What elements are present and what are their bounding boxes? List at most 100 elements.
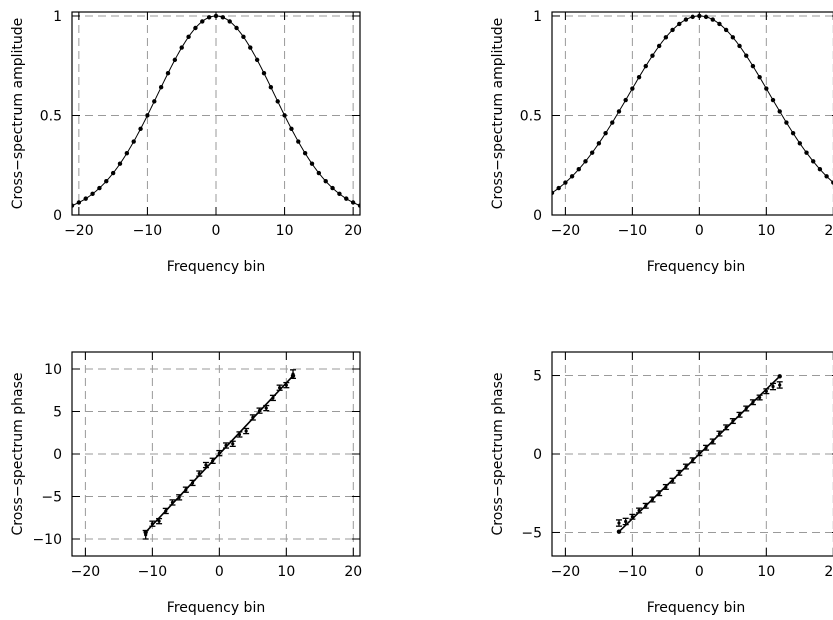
x-tick-label: 0 bbox=[215, 564, 224, 580]
data-point bbox=[83, 196, 88, 201]
fit-line-endpoint bbox=[616, 529, 622, 534]
data-point bbox=[296, 139, 301, 144]
y-tick-label: −5 bbox=[521, 525, 542, 541]
y-tick-label: 1 bbox=[53, 9, 62, 25]
data-point bbox=[603, 130, 608, 136]
data-point bbox=[777, 109, 782, 114]
data-point bbox=[723, 27, 729, 33]
error-bar-point bbox=[243, 427, 250, 435]
x-axis-label: Frequency bin bbox=[167, 259, 265, 275]
error-bar-point bbox=[636, 507, 643, 514]
data-point bbox=[683, 17, 689, 22]
error-bar-point bbox=[216, 449, 223, 457]
error-bar-point bbox=[169, 499, 176, 506]
data-point bbox=[186, 34, 191, 40]
data-point bbox=[824, 174, 829, 179]
data-point bbox=[563, 180, 568, 185]
error-bar-point bbox=[763, 388, 770, 395]
data-point bbox=[158, 84, 164, 90]
data-point bbox=[289, 126, 294, 132]
plot-frame bbox=[551, 11, 833, 216]
error-bar-point bbox=[716, 430, 723, 437]
data-point bbox=[784, 120, 789, 125]
error-bar-point bbox=[202, 461, 209, 469]
y-tick-label: 0 bbox=[533, 447, 542, 463]
data-point bbox=[589, 150, 595, 155]
data-point bbox=[316, 170, 322, 176]
data-point bbox=[710, 17, 715, 22]
y-tick-label: 0.5 bbox=[520, 108, 542, 124]
data-point bbox=[254, 57, 260, 63]
error-bar-point bbox=[156, 517, 163, 525]
data-point bbox=[610, 120, 615, 125]
data-point bbox=[124, 151, 130, 156]
error-bar-point bbox=[629, 513, 636, 520]
x-tick-label: −10 bbox=[618, 223, 648, 239]
data-point bbox=[690, 14, 695, 20]
data-point bbox=[261, 71, 267, 76]
data-point bbox=[770, 97, 776, 103]
data-point bbox=[703, 14, 709, 20]
x-tick-label: −20 bbox=[64, 223, 94, 239]
y-tick-label: 0 bbox=[53, 208, 62, 224]
data-point bbox=[138, 126, 143, 132]
error-bar-point bbox=[142, 529, 149, 540]
data-point bbox=[569, 174, 575, 179]
y-tick-label: 1 bbox=[533, 9, 542, 25]
data-point bbox=[630, 86, 635, 91]
x-tick-label: 10 bbox=[276, 223, 294, 239]
error-bar-point bbox=[703, 444, 710, 451]
data-point bbox=[757, 74, 762, 80]
error-bar-point bbox=[229, 440, 236, 448]
error-bar-point bbox=[622, 517, 629, 526]
y-tick-label: 0.5 bbox=[40, 108, 62, 124]
data-point bbox=[90, 191, 95, 197]
error-bar-point bbox=[689, 457, 696, 464]
data-point bbox=[110, 170, 116, 176]
panel-bottom-left: −20 −10 0 10 20 −10 −5 0 5 10 Frequency bin Cross−s… bbox=[10, 351, 362, 616]
error-bar-point bbox=[249, 414, 256, 421]
data-point bbox=[302, 151, 308, 156]
error-bar-point bbox=[682, 463, 689, 470]
data-point bbox=[323, 178, 328, 184]
y-axis-label: Cross−spectrum phase bbox=[10, 372, 26, 535]
panel-top-right: −20 −10 0 10 20 0 0.5 1 Frequency bin Cross−spect… bbox=[490, 9, 833, 275]
x-tick-label: 10 bbox=[757, 223, 775, 239]
data-point bbox=[275, 99, 280, 104]
error-bar-point bbox=[223, 442, 230, 449]
error-bar-point bbox=[182, 486, 189, 493]
data-point bbox=[330, 185, 335, 191]
data-point bbox=[282, 113, 287, 118]
x-tick-label: −10 bbox=[133, 223, 163, 239]
y-tick-label: 5 bbox=[53, 405, 62, 421]
data-point bbox=[677, 21, 682, 27]
y-tick-label: 5 bbox=[533, 369, 542, 385]
error-bar-point bbox=[649, 496, 656, 503]
panel-bottom-right: −20 −10 0 10 20 −5 0 5 Frequency bin Cross−spectr… bbox=[490, 351, 833, 616]
data-point bbox=[268, 84, 274, 90]
x-tick-label: 20 bbox=[824, 223, 833, 239]
error-bar-point bbox=[236, 431, 243, 438]
y-axis-label: Cross−spectrum amplitude bbox=[10, 18, 26, 210]
data-point bbox=[576, 167, 581, 172]
data-point bbox=[248, 45, 253, 50]
error-bar-point bbox=[729, 418, 736, 425]
data-point bbox=[790, 130, 796, 136]
error-bar-point bbox=[756, 394, 763, 401]
data-point bbox=[234, 25, 239, 31]
error-bar-point bbox=[723, 424, 730, 431]
error-bar-point bbox=[263, 404, 270, 412]
data-point bbox=[165, 71, 171, 76]
error-bar-point bbox=[656, 490, 663, 497]
data-point bbox=[337, 191, 342, 197]
x-tick-label: 10 bbox=[277, 564, 295, 580]
y-tick-label: 0 bbox=[533, 208, 542, 224]
x-tick-label: −10 bbox=[618, 564, 648, 580]
data-point bbox=[623, 97, 628, 103]
error-bar-point bbox=[283, 381, 290, 389]
x-tick-label: 0 bbox=[695, 564, 704, 580]
data-point bbox=[145, 113, 150, 118]
data-point bbox=[556, 185, 561, 191]
data-point bbox=[744, 53, 749, 58]
y-tick-label: −10 bbox=[32, 532, 62, 548]
